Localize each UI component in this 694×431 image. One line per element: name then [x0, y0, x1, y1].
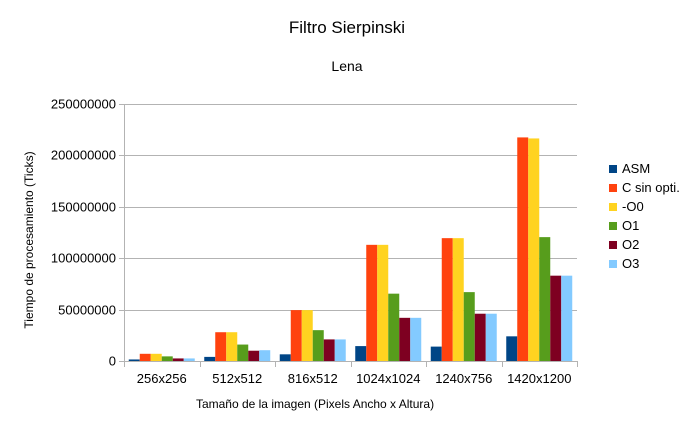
- chart-subtitle: Lena: [331, 58, 363, 74]
- bar-o0-512x512: [226, 332, 238, 361]
- y-tick-label: 250000000: [51, 97, 116, 112]
- legend-swatch: [609, 241, 617, 249]
- x-tick-label: 1240x756: [435, 371, 492, 386]
- bar-o2-1420x1200: [550, 275, 562, 361]
- x-tick-label: 512x512: [212, 371, 262, 386]
- gridlines: [119, 104, 577, 362]
- y-tick-labels: 0 50000000 100000000 150000000 200000000 2500…: [51, 97, 116, 369]
- legend: ASM C sin opti. -O0 O1 O2 O3: [609, 161, 680, 271]
- bar-asm-256x256: [128, 359, 140, 361]
- bar-o1-1240x756: [463, 292, 475, 361]
- bar-o1-256x256: [161, 356, 173, 361]
- bar-o3-512x512: [259, 350, 271, 361]
- legend-swatch: [609, 260, 617, 268]
- bar-c-sin-opti-512x512: [215, 332, 227, 361]
- x-tick-label: 256x256: [137, 371, 187, 386]
- bar-o3-1024x1024: [410, 317, 422, 361]
- x-tick-label: 1420x1200: [507, 371, 571, 386]
- bar-o3-256x256: [183, 358, 195, 361]
- bar-o2-816x512: [323, 339, 335, 361]
- bar-asm-816x512: [279, 354, 291, 361]
- bar-o2-512x512: [248, 350, 260, 361]
- legend-swatch: [609, 203, 617, 211]
- bar-o3-1420x1200: [561, 275, 573, 361]
- bar-asm-512x512: [204, 356, 216, 361]
- bar-o2-1240x756: [474, 313, 486, 361]
- y-tick-label: 0: [109, 354, 116, 369]
- legend-swatch: [609, 165, 617, 173]
- bar-o3-1240x756: [485, 313, 497, 361]
- bar-c-sin-opti-1240x756: [441, 238, 453, 361]
- y-tick-label: 100000000: [51, 251, 116, 266]
- x-tick-label: 1024x1024: [356, 371, 420, 386]
- bar-o1-512x512: [237, 344, 249, 361]
- bar-o0-1240x756: [452, 238, 464, 361]
- bar-o2-256x256: [172, 358, 184, 361]
- legend-swatch: [609, 222, 617, 230]
- bar-c-sin-opti-816x512: [290, 310, 302, 361]
- y-tick-label: 200000000: [51, 148, 116, 163]
- bar-c-sin-opti-256x256: [139, 353, 151, 361]
- chart-title: Filtro Sierpinski: [288, 18, 406, 37]
- legend-label: O1: [622, 218, 639, 233]
- bar-o3-816x512: [334, 339, 346, 361]
- x-tick-label: 816x512: [288, 371, 338, 386]
- y-tick-label: 50000000: [58, 303, 116, 318]
- bar-o1-816x512: [312, 330, 324, 361]
- x-tick-labels: 256x256 512x512 816x512 1024x1024 1240x756 14…: [137, 371, 572, 386]
- legend-label: O2: [622, 237, 639, 252]
- bar-asm-1420x1200: [506, 336, 518, 361]
- bar-o0-1024x1024: [377, 244, 389, 361]
- bar-asm-1024x1024: [355, 346, 367, 361]
- bar-o0-1420x1200: [528, 138, 540, 361]
- bars: [128, 137, 573, 361]
- x-axis-label: Tamaño de la imagen (Pixels Ancho x Altu…: [196, 397, 434, 411]
- bar-o1-1024x1024: [388, 293, 400, 361]
- axes: [124, 104, 578, 367]
- bar-o2-1024x1024: [399, 317, 411, 361]
- bar-c-sin-opti-1420x1200: [517, 137, 529, 361]
- legend-label: O3: [622, 256, 639, 271]
- bar-o0-816x512: [301, 310, 313, 361]
- bar-o0-256x256: [150, 353, 162, 361]
- legend-label: C sin opti.: [622, 180, 680, 195]
- bar-asm-1240x756: [430, 346, 442, 361]
- bar-c-sin-opti-1024x1024: [366, 244, 378, 361]
- y-axis-label: Tiempo de procesamiento (Ticks): [22, 151, 36, 328]
- legend-label: -O0: [622, 199, 644, 214]
- y-tick-label: 150000000: [51, 200, 116, 215]
- legend-swatch: [609, 184, 617, 192]
- legend-label: ASM: [622, 161, 650, 176]
- bar-o1-1420x1200: [539, 237, 551, 361]
